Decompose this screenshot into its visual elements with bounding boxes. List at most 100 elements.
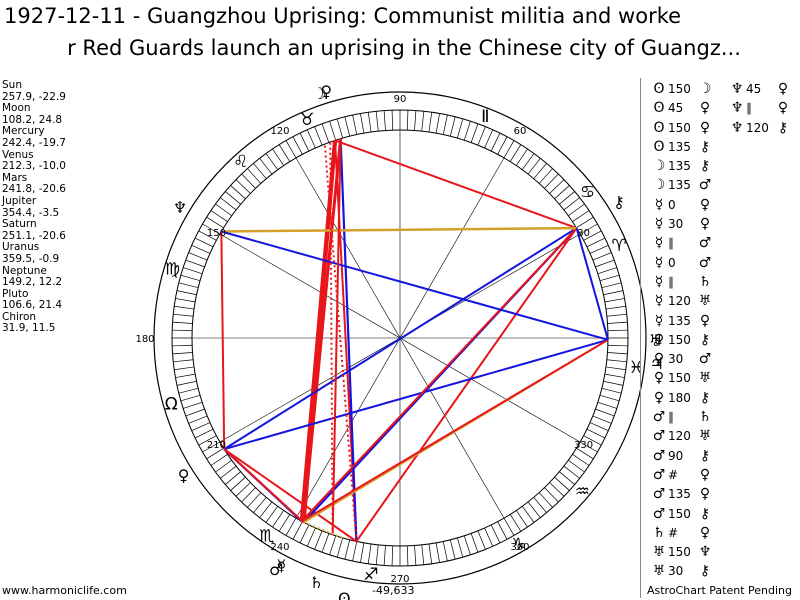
degree-tick: [503, 140, 515, 159]
aspect-angle: ∥: [668, 274, 674, 289]
aspect-angle: ∥: [668, 236, 674, 251]
zodiac-sign-icon: ♑: [511, 535, 526, 555]
degree-tick: [206, 216, 224, 229]
aspect-planet-1: ♀: [653, 351, 665, 368]
degree-tick: [191, 244, 211, 254]
degree-tick: [477, 530, 486, 550]
aspect-planet-2: ⚷: [699, 563, 711, 580]
planet-name: Venus: [2, 148, 34, 161]
planet-glyph-icon: ♄: [309, 573, 323, 592]
aspect-angle: 30: [668, 352, 684, 367]
degree-tick: [265, 153, 279, 170]
aspect-angle: 90: [668, 448, 684, 463]
aspect-line: [339, 138, 358, 542]
aspect-planet-2: ♀: [777, 81, 789, 97]
aspect-planet-1: ☽: [652, 177, 666, 194]
degree-tick: [549, 179, 565, 194]
aspect-planet-1: ♆: [730, 119, 744, 136]
aspect-angle: 135: [668, 139, 691, 154]
aspect-line: [221, 226, 577, 233]
degree-tick: [421, 111, 425, 132]
degree-tick: [176, 380, 197, 386]
aspect-planet-2: ⚷: [699, 331, 711, 348]
planet-coords: 242.4, -19.7: [2, 136, 66, 149]
degree-tick: [225, 191, 241, 205]
degree-tick: [463, 535, 471, 555]
degree-tick: [605, 305, 626, 310]
degree-tick: [180, 394, 201, 402]
degree-tick: [589, 244, 609, 254]
degree-tick: [533, 163, 547, 179]
site-link[interactable]: www.harmoniclife.com: [2, 584, 127, 597]
degree-tick: [456, 537, 464, 558]
aspect-row: ʘ 150 ☽: [652, 80, 712, 99]
degree-tick: [188, 252, 208, 261]
degree-tick: [484, 527, 494, 547]
degree-tick: [278, 514, 291, 532]
aspect-list-2: ♆ 45 ♀ ♆ ∥ ♀ ♆ 120 ⚷: [730, 80, 790, 138]
degree-tick: [607, 321, 628, 324]
aspect-line: [331, 138, 342, 535]
aspect-angle: ∥: [746, 101, 752, 116]
zodiac-sign-icon: ♓: [629, 358, 644, 378]
degree-tick: [178, 282, 199, 289]
degree-tick: [278, 144, 291, 162]
degree-tick: [194, 428, 214, 439]
degree-label: 30: [577, 228, 590, 239]
aspect-planet-2: ♂: [698, 351, 712, 368]
planet-coords: 257.9, -22.9: [2, 90, 66, 103]
degree-tick: [314, 126, 323, 146]
aspect-planet-2: ♅: [698, 428, 712, 445]
degree-tick: [172, 344, 193, 347]
degree-tick: [367, 112, 372, 133]
aspect-row: ♂ 120 ♅: [652, 427, 712, 446]
aspect-line-dotted: [329, 142, 334, 535]
aspect-planet-1: ♂: [652, 428, 666, 445]
patent-note: AstroChart Patent Pending: [646, 584, 792, 597]
degree-tick: [225, 471, 241, 485]
degree-tick: [367, 543, 372, 564]
aspect-planet-2: ⚷: [699, 447, 711, 464]
degree-tick: [178, 387, 199, 394]
degree-tick: [576, 447, 594, 460]
aspect-planet-1: ʘ: [653, 119, 665, 136]
degree-tick: [391, 110, 394, 131]
aspect-angle: 150: [668, 506, 691, 521]
degree-label: 330: [574, 440, 593, 451]
aspect-planet-1: ♂: [652, 466, 666, 483]
degree-tick: [210, 454, 228, 466]
degree-tick: [174, 366, 195, 371]
degree-tick: [490, 132, 501, 152]
aspect-planet-1: ☿: [654, 293, 664, 310]
zodiac-and-planet-glyphs: Ⅱ ♋ ♌ ♍ Ω ♏ ♐ ♑ ♒ ♓ ♈ ♉ ʘ ☽ ☿ ♀ ♂ ♃ ♄ ♅ ♆ ♀ ⚷: [165, 82, 664, 600]
aspect-planet-1: ♀: [653, 389, 665, 406]
aspect-planet-2: ♄: [698, 273, 712, 290]
aspect-planet-2: ♀: [699, 312, 711, 329]
planet-name: Neptune: [2, 264, 47, 277]
degree-tick: [592, 252, 612, 261]
aspect-planet-2: ♀: [699, 196, 711, 213]
degree-tick: [572, 454, 590, 466]
aspect-row: ʘ 150 ♀: [652, 119, 712, 138]
degree-tick: [183, 401, 203, 409]
planet-glyph-icon: ♀: [178, 466, 190, 485]
degree-tick: [579, 441, 598, 453]
aspect-angle: 150: [668, 332, 691, 347]
aspect-planet-1: ♅: [652, 563, 666, 580]
degree-tick: [606, 313, 627, 317]
aspect-angle: 120: [746, 120, 769, 135]
aspect-angle: 135: [668, 178, 691, 193]
degree-tick: [442, 114, 448, 135]
aspect-row: ♄ # ♀: [652, 524, 712, 543]
degree-tick: [391, 545, 394, 566]
aspect-planet-2: ⚷: [777, 119, 789, 136]
degree-tick: [414, 545, 417, 566]
planet-coords: 106.6, 21.4: [2, 299, 63, 312]
degree-tick: [599, 274, 620, 282]
planet-glyph-icon: ♆: [173, 198, 187, 217]
degree-label: 300: [510, 542, 529, 553]
degree-label: 270: [390, 574, 409, 585]
degree-tick: [544, 487, 559, 503]
degree-tick: [202, 223, 221, 235]
aspect-angle: 135: [668, 159, 691, 174]
